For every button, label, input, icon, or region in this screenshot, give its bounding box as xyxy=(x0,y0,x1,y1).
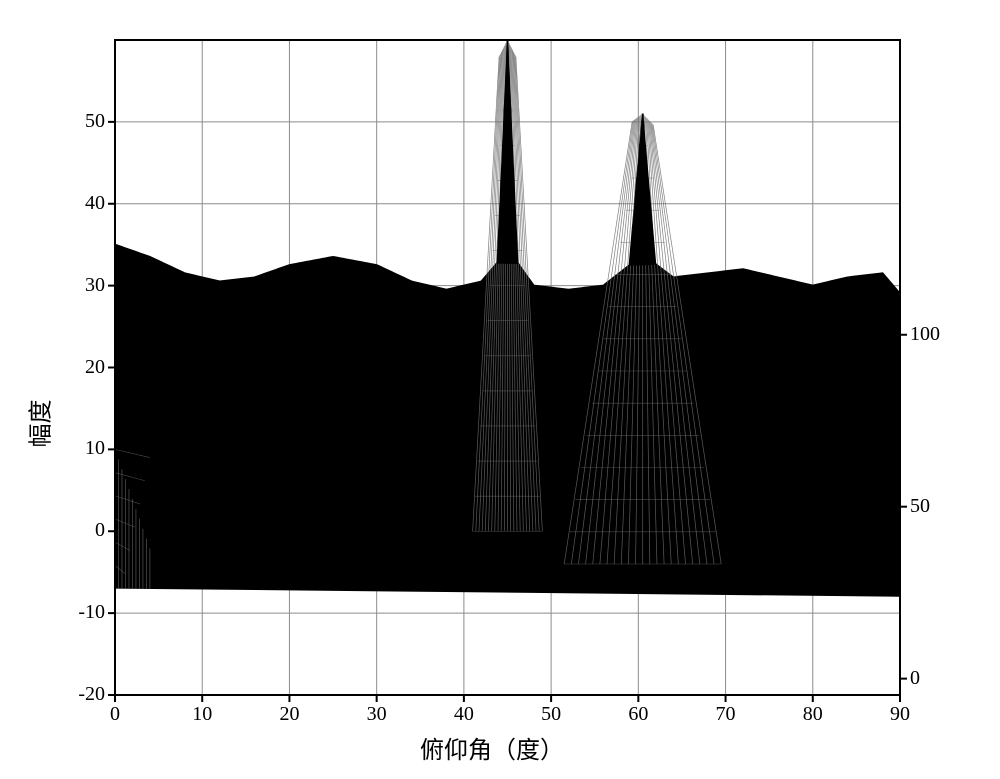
y-left-tick: 20 xyxy=(59,356,105,379)
x-tick: 10 xyxy=(184,703,220,726)
x-tick: 20 xyxy=(271,703,307,726)
x-tick: 0 xyxy=(97,703,133,726)
y-left-tick: 10 xyxy=(59,437,105,460)
chart-svg xyxy=(0,0,1000,779)
y-left-tick: 50 xyxy=(59,110,105,133)
x-tick: 90 xyxy=(882,703,918,726)
y-right-tick: 100 xyxy=(910,323,960,346)
y-left-tick: -10 xyxy=(59,601,105,624)
x-axis-label: 俯仰角（度） xyxy=(420,730,564,765)
y-left-tick: 0 xyxy=(59,519,105,542)
x-tick: 50 xyxy=(533,703,569,726)
y-left-tick: 40 xyxy=(59,192,105,215)
y-left-tick: -20 xyxy=(59,683,105,706)
x-tick: 30 xyxy=(359,703,395,726)
x-tick: 40 xyxy=(446,703,482,726)
y-left-tick: 30 xyxy=(59,274,105,297)
chart-container: 幅度 方位角（度） 俯仰角（度） 0102030405060708090 -20… xyxy=(0,0,1000,779)
x-tick: 80 xyxy=(795,703,831,726)
y-right-tick: 0 xyxy=(910,667,960,690)
x-tick: 60 xyxy=(620,703,656,726)
y-right-tick: 50 xyxy=(910,495,960,518)
x-tick: 70 xyxy=(708,703,744,726)
y-axis-left-label: 幅度 xyxy=(21,388,56,448)
